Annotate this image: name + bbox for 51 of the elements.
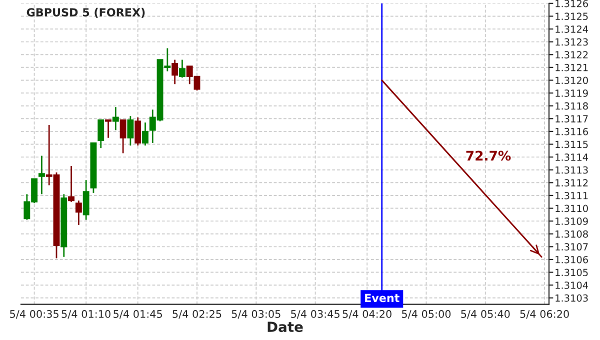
x-tick-label: 5/4 01:10: [62, 310, 110, 319]
candlestick: [98, 119, 104, 149]
y-tick-label: 1.3108: [556, 230, 588, 238]
x-tick-label: 5/4 03:45: [291, 310, 340, 319]
candlestick: [105, 119, 112, 139]
y-tick-label: 1.3126: [556, 0, 588, 8]
y-tick-label: 1.3125: [556, 12, 588, 20]
candlestick: [38, 155, 45, 195]
y-tick-label: 1.3111: [556, 192, 588, 200]
y-tick-label: 1.3117: [556, 115, 588, 122]
x-tick-label: 5/4 01:45: [114, 310, 162, 319]
y-tick-label: 1.3116: [556, 128, 588, 136]
ref-line-label: Event: [365, 294, 400, 302]
y-tick-label: 1.3103: [556, 294, 588, 302]
y-tick-label: 1.3114: [556, 154, 588, 161]
candlestick: [127, 115, 134, 146]
x-tick-label: 5/4 03:05: [232, 310, 280, 319]
candlestick: [112, 106, 119, 131]
y-tick-label: 1.3123: [556, 38, 588, 46]
x-tick-label: 5/4 02:25: [172, 310, 222, 319]
y-tick-label: 1.3105: [556, 268, 588, 276]
candlestick: [75, 200, 82, 226]
y-tick-label: 1.3104: [556, 282, 588, 289]
y-tick-label: 1.3119: [556, 90, 588, 97]
y-tick-label: 1.3109: [556, 218, 588, 225]
x-tick-label: 5/4 04:20: [342, 310, 392, 319]
x-axis-title: Date: [268, 322, 303, 332]
y-tick-label: 1.3112: [556, 179, 588, 186]
candlestick: [68, 165, 75, 203]
y-tick-label: 1.3121: [556, 64, 588, 72]
y-tick-label: 1.3107: [556, 243, 588, 251]
annotation: 72.7%: [466, 150, 511, 161]
y-tick-label: 1.3124: [556, 25, 588, 33]
candlestick: [82, 179, 90, 220]
y-tick-label: 1.3113: [556, 166, 588, 174]
y-tick-label: 1.3115: [556, 140, 588, 148]
x-tick-label: 5/4 05:40: [461, 310, 510, 319]
candlestick: [178, 59, 186, 78]
y-tick-label: 1.3118: [556, 102, 588, 110]
x-tick-label: 5/4 00:35: [10, 310, 58, 319]
x-tick-label: 5/4 05:00: [402, 310, 451, 319]
chart-title: GBPUSD 5 (FOREX): [26, 8, 145, 18]
candlestick: [172, 59, 178, 85]
y-tick-label: 1.3106: [556, 256, 588, 264]
y-tick-label: 1.3122: [556, 51, 588, 58]
candlestick: [134, 116, 142, 146]
candlestick: [142, 122, 148, 146]
y-tick-label: 1.3120: [556, 76, 588, 84]
y-tick-label: 1.3110: [556, 204, 588, 212]
x-tick-label: 5/4 06:20: [520, 310, 569, 319]
candlestick: [120, 119, 126, 154]
